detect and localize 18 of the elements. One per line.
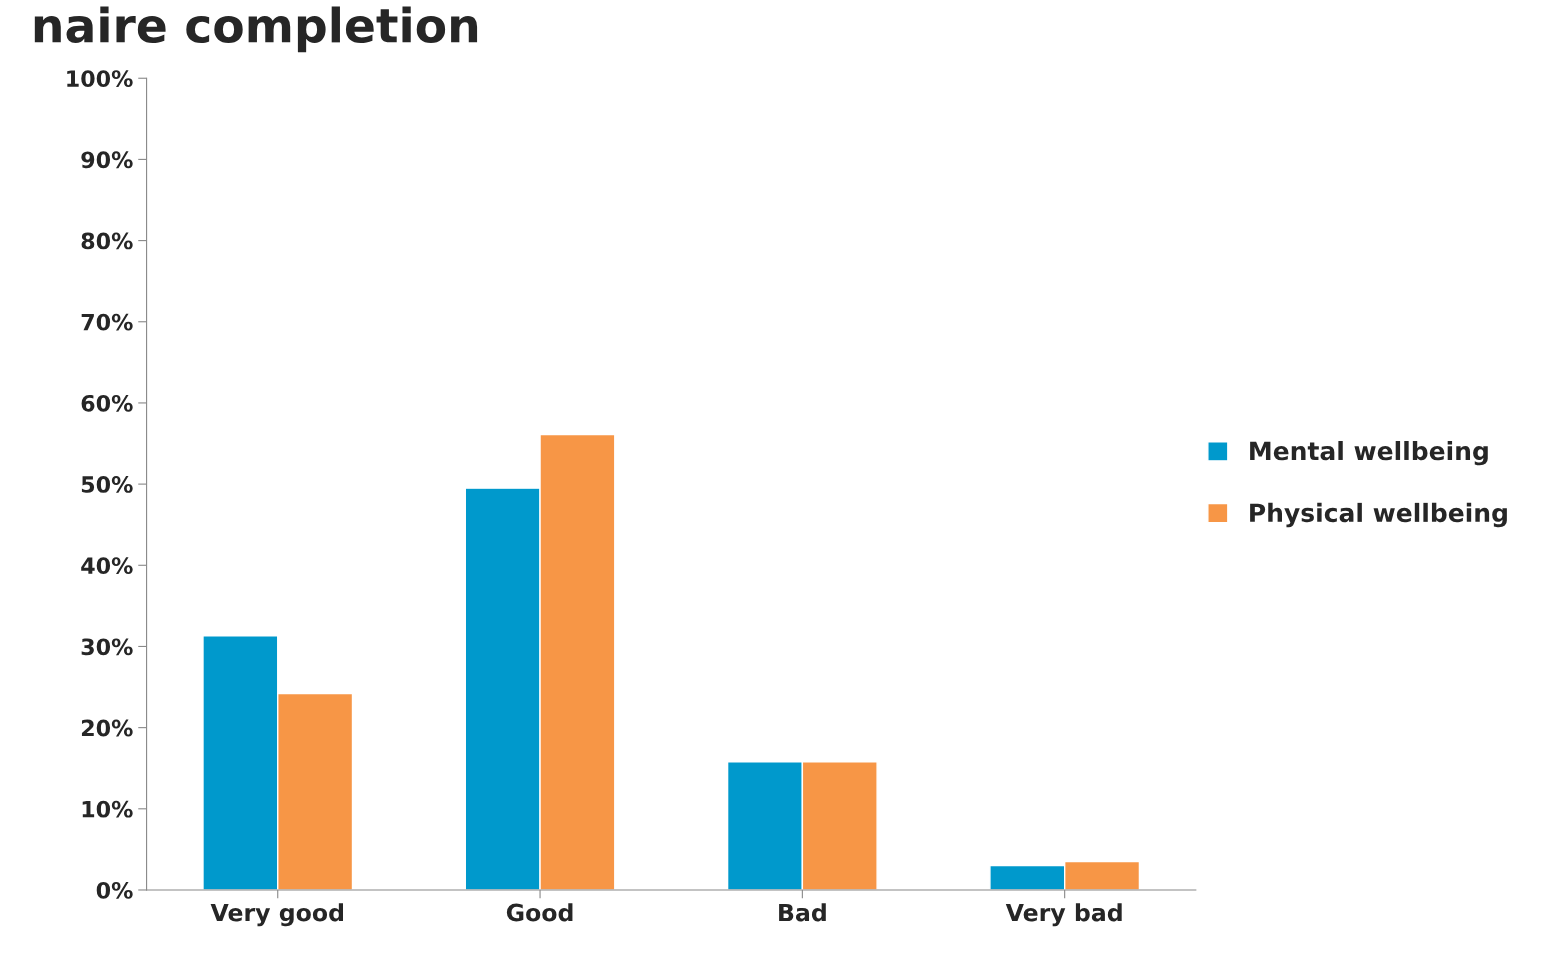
- legend-label: Physical wellbeing: [1250, 502, 1507, 528]
- y-tick-label: 60%: [81, 394, 133, 412]
- x-tick-label: Very good: [210, 903, 343, 927]
- y-tick-label: 0%: [96, 881, 133, 899]
- y-tick-label: 20%: [81, 719, 133, 737]
- y-tick-label: 10%: [82, 800, 133, 818]
- y-tick-label: 40%: [81, 557, 133, 575]
- y-tick-label: 50%: [81, 476, 133, 493]
- x-tick-label: Bad: [779, 903, 826, 922]
- x-tick-label: Very bad: [1005, 903, 1122, 927]
- y-tick-label: 80%: [81, 232, 133, 250]
- y-tick-label: 30%: [81, 638, 133, 656]
- y-tick-label: 70%: [81, 313, 133, 331]
- legend-label: Mental wellbeing: [1250, 440, 1488, 466]
- y-tick-label: 100%: [67, 70, 133, 87]
- chart-title: naire completion: [34, 6, 478, 53]
- x-tick-label: Good: [506, 903, 573, 922]
- y-tick-label: 90%: [81, 151, 133, 169]
